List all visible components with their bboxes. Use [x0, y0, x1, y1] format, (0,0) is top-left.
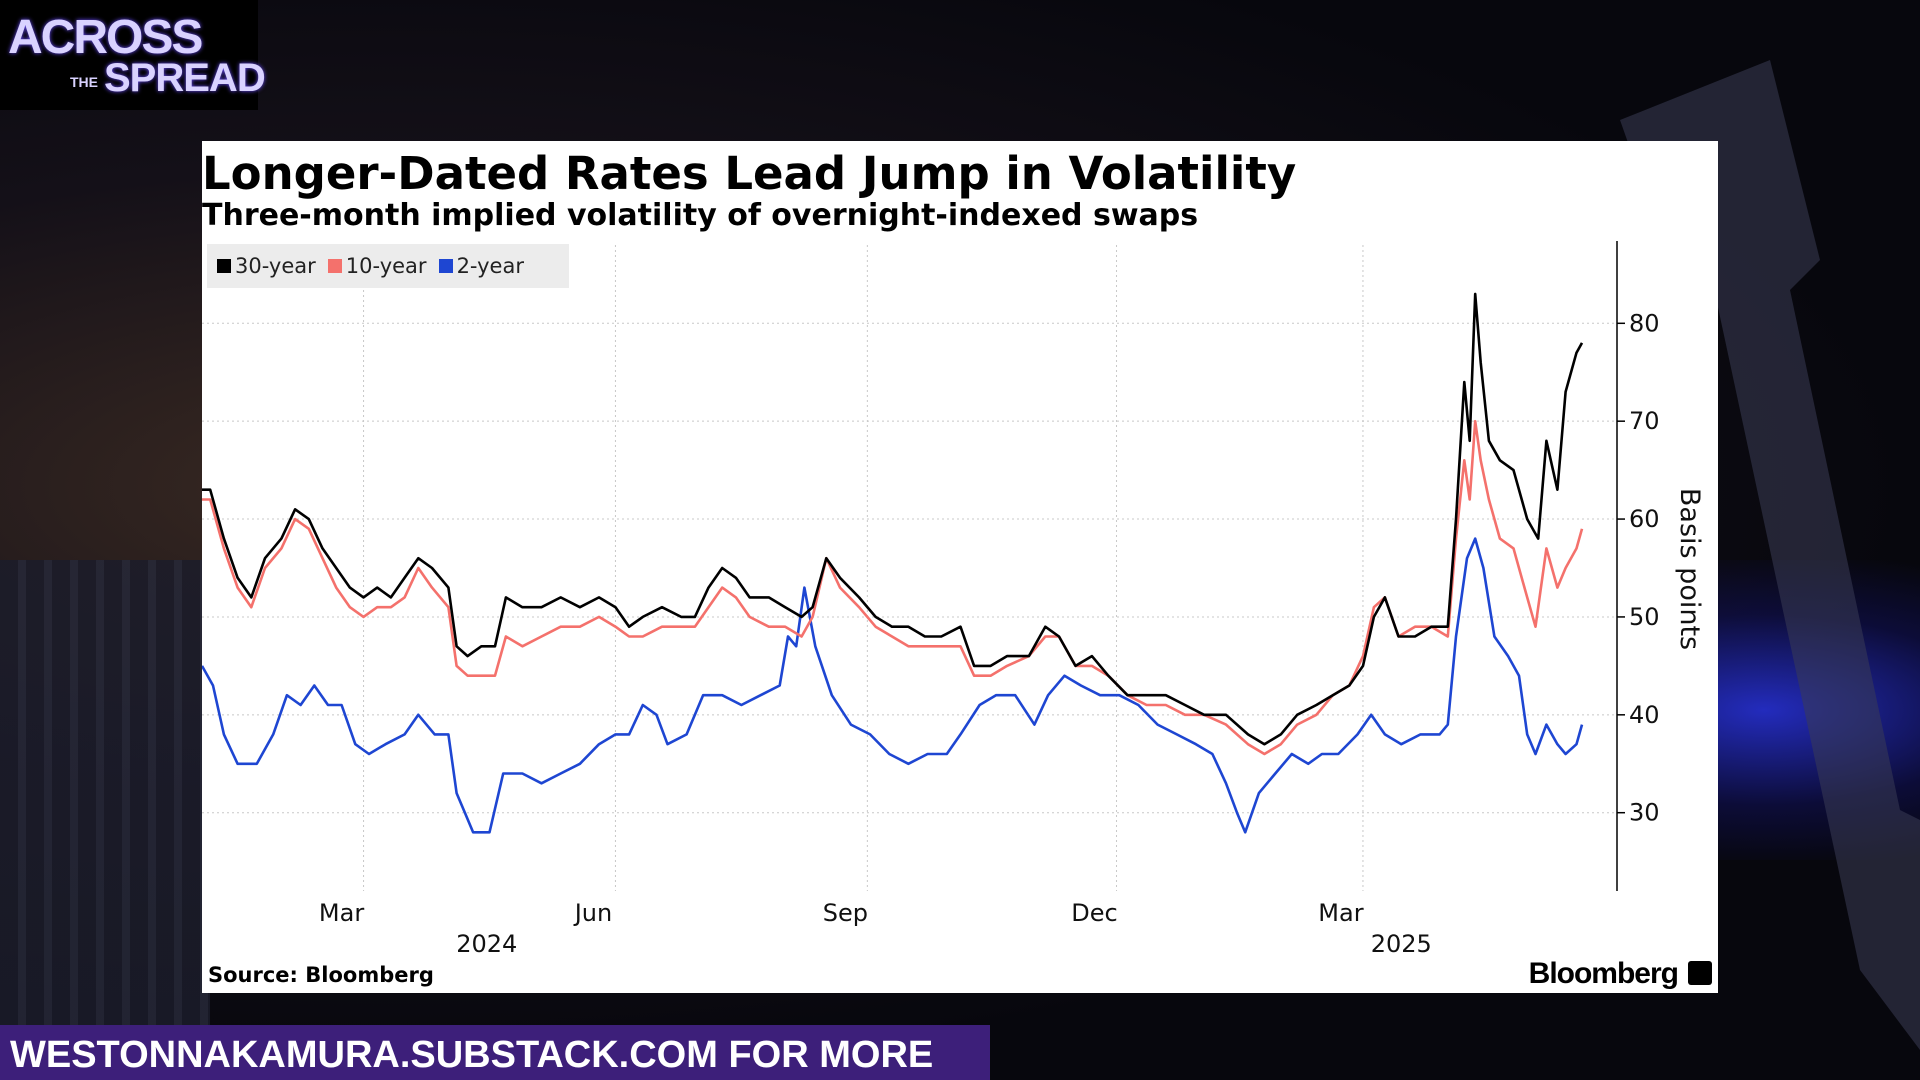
x-year-label: 2024 — [456, 930, 517, 958]
y-tick-label: 40 — [1629, 701, 1660, 729]
legend-swatch-30-year — [217, 259, 231, 273]
x-tick-label: Jun — [573, 899, 613, 927]
legend-label-2-year: 2-year — [456, 254, 524, 278]
series-line-2-year — [202, 537, 1584, 834]
legend-label-10-year: 10-year — [345, 254, 427, 278]
logo-text-spread: SPREAD — [104, 56, 266, 100]
x-tick-label: Dec — [1071, 899, 1117, 927]
chart-title: Longer-Dated Rates Lead Jump in Volatili… — [202, 147, 1297, 200]
legend-swatch-10-year — [327, 259, 342, 273]
bloomberg-chart-icon — [1688, 961, 1712, 985]
footer-banner: WESTONNAKAMURA.SUBSTACK.COM FOR MORE — [0, 1025, 990, 1080]
legend-label-30-year: 30-year — [235, 254, 316, 278]
x-tick-label: Mar — [1318, 899, 1363, 927]
chart-source: Source: Bloomberg — [208, 963, 434, 987]
background-arrow-icon — [1620, 60, 1920, 1050]
channel-logo: ACROSS THE SPREAD — [0, 0, 266, 110]
chart-subtitle: Three-month implied volatility of overni… — [202, 198, 1199, 233]
chart-legend: 30-year 10-year 2-year — [207, 244, 569, 288]
legend-swatch-2-year — [438, 259, 453, 273]
background-building — [0, 560, 210, 1030]
legend-item-30-year: 30-year — [217, 254, 316, 278]
y-tick-label: 80 — [1629, 309, 1660, 337]
chart-card: Longer-Dated Rates Lead Jump in Volatili… — [202, 141, 1718, 993]
legend-item-2-year: 2-year — [438, 254, 524, 278]
y-tick-label: 60 — [1629, 505, 1660, 533]
x-tick-label: Mar — [319, 899, 364, 927]
x-tick-label: Sep — [823, 899, 868, 927]
footer-text: WESTONNAKAMURA.SUBSTACK.COM FOR MORE — [10, 1034, 934, 1076]
logo-text-across: ACROSS — [8, 11, 203, 64]
series-line-10-year — [202, 419, 1584, 756]
y-tick-label: 30 — [1629, 799, 1660, 827]
bloomberg-brand: Bloomberg — [1528, 957, 1679, 990]
line-chart: 30 40 50 60 70 80 Mar Jun Sep Dec Mar 2024 2025 Basis… — [202, 241, 1705, 958]
series-line-30-year — [202, 292, 1584, 746]
y-axis-title: Basis points — [1674, 488, 1705, 650]
x-year-label: 2025 — [1371, 930, 1432, 958]
logo-text-the: THE — [70, 74, 98, 90]
y-tick-label: 50 — [1629, 603, 1660, 631]
legend-item-10-year: 10-year — [327, 254, 427, 278]
y-tick-label: 70 — [1629, 407, 1660, 435]
